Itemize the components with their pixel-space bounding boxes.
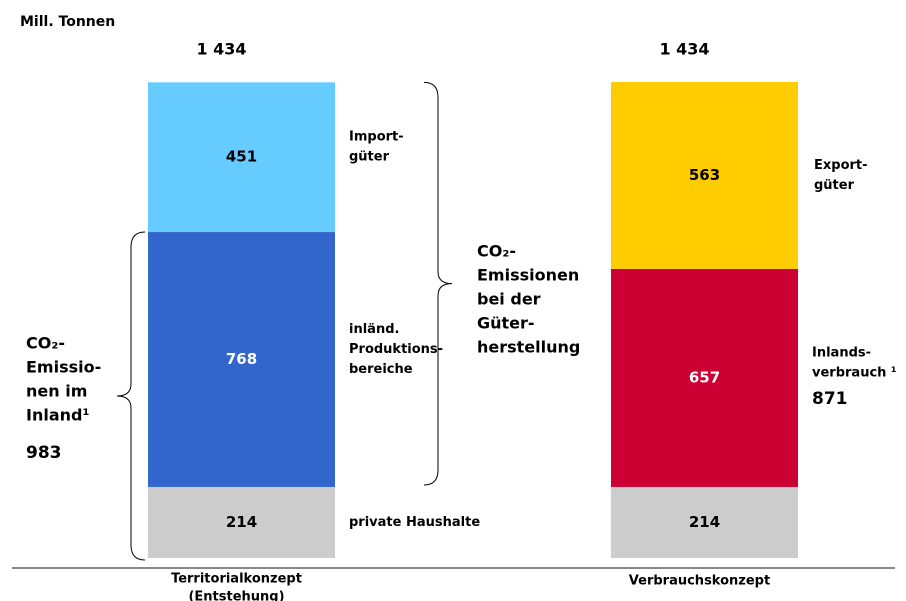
label: (Entstehung) — [188, 590, 284, 601]
value-label: 214 — [226, 513, 257, 531]
bar-segment — [611, 268, 798, 487]
bar-segment — [148, 82, 335, 233]
label: Verbrauchskonzept — [629, 574, 770, 589]
label: CO₂- — [477, 242, 516, 261]
label: bei der — [477, 290, 541, 309]
axis-label: Mill. Tonnen — [20, 14, 115, 30]
bar-segment — [611, 82, 798, 269]
label: nen im — [26, 382, 87, 401]
brace — [116, 231, 146, 561]
label: Export- — [814, 158, 868, 173]
label: Territorialkonzept — [171, 572, 302, 587]
label: Emissionen — [477, 266, 579, 285]
label: Inlands- — [812, 346, 871, 361]
value-label: 214 — [689, 513, 720, 531]
value-label: 657 — [689, 368, 720, 386]
label: Produktions- — [349, 342, 443, 357]
bar-segment — [148, 486, 335, 558]
label: herstellung — [477, 338, 580, 357]
label: bereiche — [349, 362, 413, 377]
value-label: 768 — [226, 350, 257, 368]
annotation-value: 871 — [812, 389, 848, 409]
value-label: 451 — [226, 148, 257, 166]
annotation-value: 983 — [26, 443, 62, 463]
label: Emissio- — [26, 358, 101, 377]
label: güter — [814, 178, 855, 193]
bar-segment — [148, 232, 335, 487]
value-label: 563 — [689, 166, 720, 184]
brace — [423, 81, 453, 486]
total-label: 1 434 — [196, 40, 246, 59]
label: Import- — [349, 130, 404, 145]
total-label: 1 434 — [659, 40, 709, 59]
label: Güter- — [477, 314, 535, 333]
label: private Haushalte — [349, 515, 480, 530]
label: verbrauch ¹ — [812, 366, 897, 381]
label: güter — [349, 150, 390, 165]
label: Inland¹ — [26, 406, 89, 425]
label: CO₂- — [26, 334, 65, 353]
bar-segment — [611, 486, 798, 558]
label: inländ. — [349, 322, 399, 337]
